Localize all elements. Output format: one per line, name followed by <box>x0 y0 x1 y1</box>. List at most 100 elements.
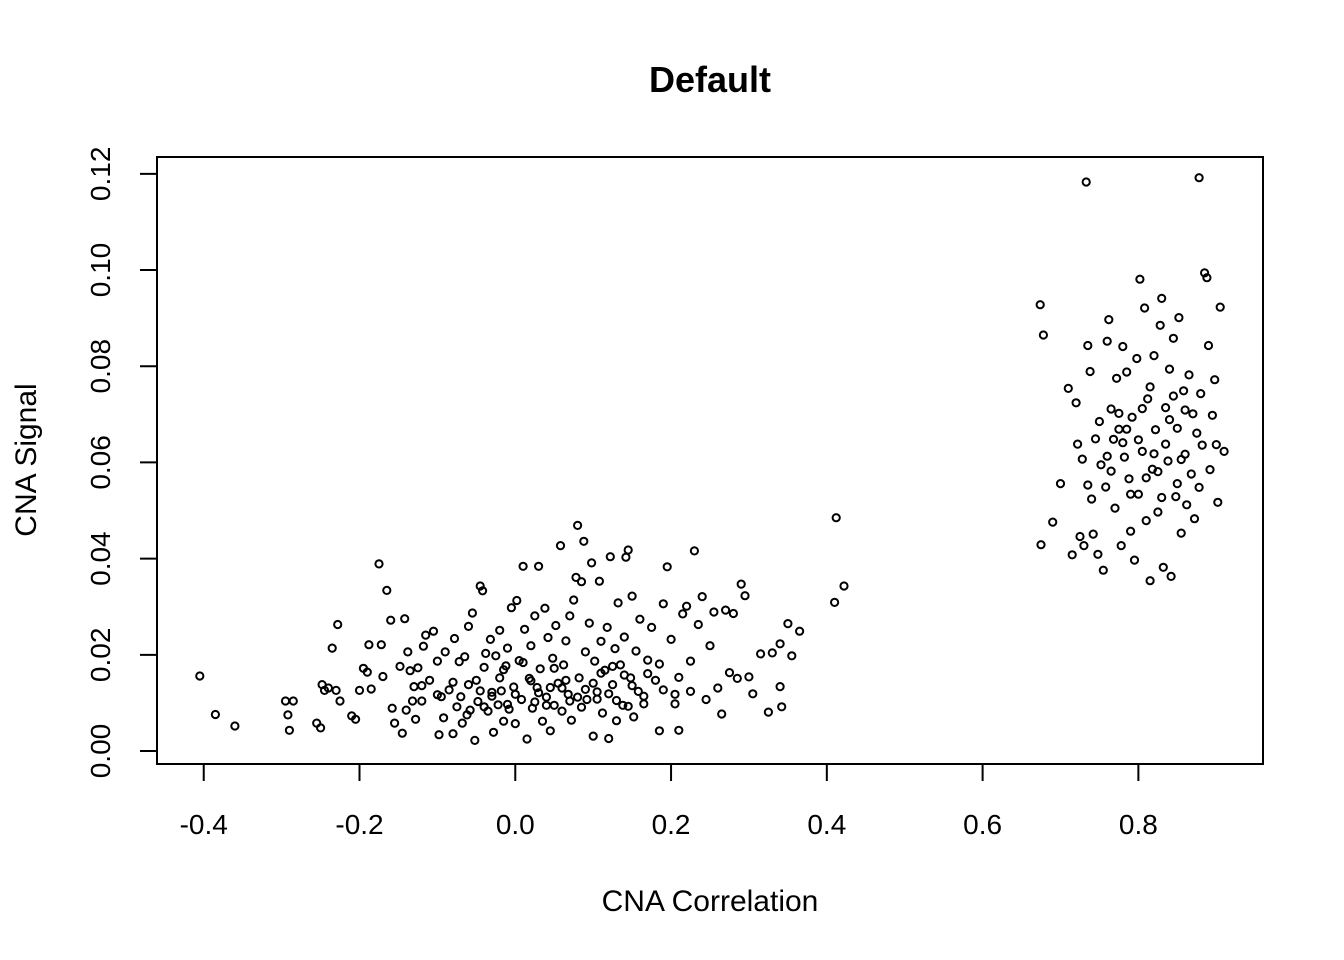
data-point <box>1194 482 1204 492</box>
data-point <box>732 673 742 684</box>
data-point <box>559 660 569 670</box>
data-point <box>1106 404 1116 414</box>
data-point <box>1213 497 1223 507</box>
data-point <box>713 683 723 693</box>
data-point <box>495 625 505 635</box>
data-point <box>594 576 605 586</box>
y-tick-label: 0.00 <box>85 724 116 779</box>
data-point <box>456 692 466 702</box>
data-point <box>428 626 439 636</box>
data-point <box>487 691 497 701</box>
data-point <box>604 733 614 744</box>
data-point <box>432 656 442 666</box>
data-point <box>479 702 489 712</box>
data-point <box>1137 446 1147 456</box>
data-point <box>639 691 649 701</box>
data-point <box>499 665 509 675</box>
data-point <box>1108 434 1119 444</box>
data-point <box>1063 383 1073 393</box>
data-point <box>454 657 464 667</box>
data-point <box>697 592 707 602</box>
data-point <box>1118 438 1128 448</box>
data-point <box>654 659 665 669</box>
data-point <box>506 603 516 613</box>
data-point <box>1096 460 1106 470</box>
data-point <box>1150 425 1161 435</box>
data-point <box>284 725 294 735</box>
x-tick-label: 0.8 <box>1119 809 1158 840</box>
data-point <box>597 708 608 718</box>
data-point <box>1085 366 1095 377</box>
data-point <box>405 666 415 676</box>
data-point <box>488 727 499 737</box>
data-point <box>1172 423 1182 433</box>
data-point <box>364 640 374 650</box>
data-point <box>540 603 550 613</box>
data-point <box>555 541 566 551</box>
data-point <box>763 707 774 717</box>
data-point <box>478 586 488 596</box>
data-point <box>623 545 633 555</box>
data-point <box>633 686 643 697</box>
data-point <box>457 718 467 728</box>
data-point <box>1145 382 1155 392</box>
data-point <box>444 685 454 695</box>
data-point <box>417 696 427 706</box>
data-point <box>545 682 555 693</box>
data-point <box>1186 469 1196 479</box>
data-point <box>689 546 700 556</box>
data-point <box>522 734 532 744</box>
x-tick-label: -0.4 <box>180 809 228 840</box>
data-point <box>493 700 503 710</box>
data-point <box>495 673 505 683</box>
data-point <box>1211 440 1221 450</box>
data-point <box>1075 531 1085 542</box>
data-point <box>1083 480 1093 490</box>
data-point <box>678 609 688 619</box>
data-point <box>588 731 598 741</box>
data-point <box>1194 173 1204 183</box>
data-point <box>479 662 489 672</box>
data-point <box>510 719 520 729</box>
data-point <box>608 680 618 690</box>
data-point <box>411 714 421 724</box>
data-point <box>674 672 684 683</box>
data-point <box>610 644 620 654</box>
data-point <box>1077 454 1087 464</box>
data-point <box>1164 364 1175 374</box>
data-points <box>195 173 1229 746</box>
data-point <box>1210 375 1220 385</box>
data-point <box>551 620 561 631</box>
data-point <box>573 520 583 531</box>
x-axis: -0.4 -0.2 0.0 0.2 0.4 0.6 0.8 <box>180 763 1158 840</box>
data-point <box>520 624 530 634</box>
data-point <box>465 705 475 715</box>
data-point <box>1196 389 1206 399</box>
y-tick-label: 0.10 <box>85 243 116 298</box>
data-point <box>485 634 495 645</box>
data-point <box>1126 489 1136 499</box>
data-point <box>351 714 361 724</box>
data-point <box>327 643 337 653</box>
data-point <box>576 577 587 587</box>
x-tick-label: 0.0 <box>496 809 535 840</box>
x-tick-label: 0.2 <box>652 809 691 840</box>
data-point <box>627 591 637 601</box>
data-point <box>565 696 575 706</box>
data-point <box>830 597 840 608</box>
data-point <box>407 696 418 706</box>
data-point <box>335 696 345 706</box>
data-point <box>1189 514 1200 524</box>
data-point <box>386 615 396 625</box>
data-point <box>481 648 491 659</box>
data-point <box>548 653 558 663</box>
data-point <box>604 689 614 699</box>
data-point <box>787 651 797 661</box>
data-point <box>532 682 542 693</box>
data-point <box>366 684 376 694</box>
data-point <box>573 692 583 702</box>
data-point <box>666 634 676 645</box>
data-point <box>596 668 606 678</box>
data-point <box>629 712 639 722</box>
x-tick-label: 0.4 <box>807 809 846 840</box>
